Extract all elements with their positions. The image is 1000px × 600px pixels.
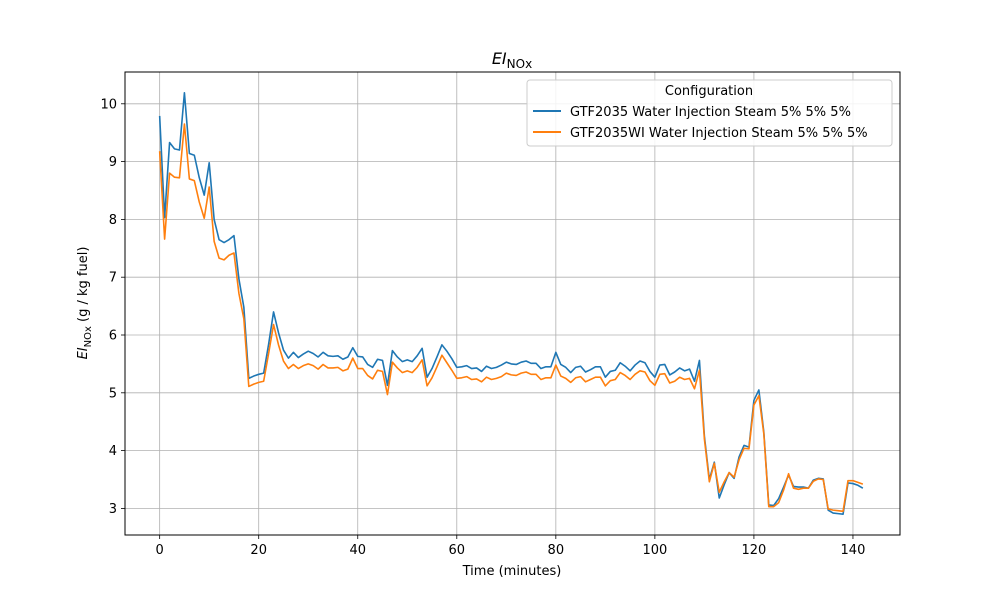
- x-tick-label: 0: [156, 543, 164, 558]
- y-tick-label: 9: [109, 155, 117, 170]
- y-tick-label: 5: [109, 386, 117, 401]
- legend: Configuration GTF2035 Water Injection St…: [526, 79, 893, 147]
- x-tick-label: 120: [741, 543, 766, 558]
- x-tick-label: 140: [841, 543, 866, 558]
- x-axis-label: Time (minutes): [462, 564, 562, 579]
- y-tick-label: 4: [109, 444, 117, 459]
- x-tick-label: 60: [449, 543, 466, 558]
- legend-box: [526, 79, 893, 147]
- x-tick-label: 40: [349, 543, 366, 558]
- y-tick-label: 8: [109, 213, 117, 228]
- plot-frame: [124, 71, 901, 536]
- x-tick-label: 80: [548, 543, 565, 558]
- legend-label-series-2: GTF2035WI Water Injection Steam 5% 5% 5%: [570, 126, 868, 141]
- y-tick-label: 10: [100, 97, 117, 112]
- legend-label-series-1: GTF2035 Water Injection Steam 5% 5% 5%: [570, 105, 851, 120]
- series-lines: [158, 92, 864, 515]
- y-tick-label: 3: [109, 502, 117, 517]
- plot-area: [125, 72, 900, 535]
- series-line-2: [158, 123, 864, 513]
- axis-ticks: 0 20 40 60 80 100 120 140 3 4 5 6 7 8 9 10: [100, 97, 865, 558]
- series-line-1: [158, 92, 864, 515]
- y-tick-label: 6: [109, 329, 117, 344]
- y-axis-label: EINOx (g / kg fuel): [76, 247, 94, 360]
- x-tick-label: 20: [250, 543, 267, 558]
- x-tick-label: 100: [642, 543, 667, 558]
- y-tick-label: 7: [109, 271, 117, 286]
- chart-title: EINOx: [492, 49, 532, 71]
- legend-title: Configuration: [665, 84, 753, 99]
